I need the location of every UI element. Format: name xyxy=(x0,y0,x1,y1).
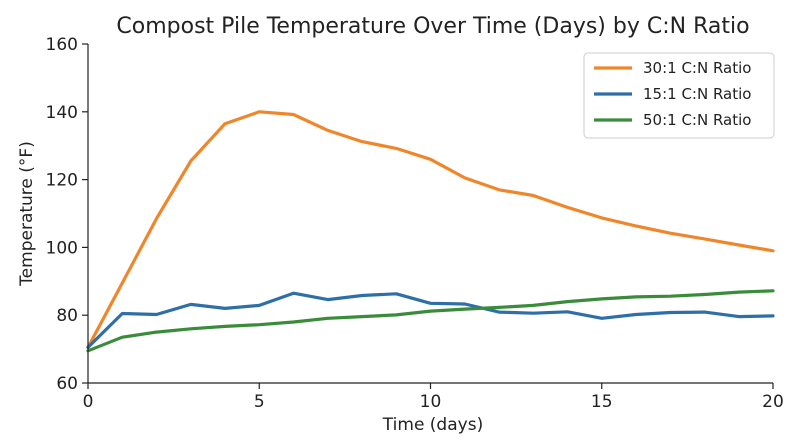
series-line-2 xyxy=(86,291,775,349)
series-line-3 xyxy=(86,289,775,353)
y-axis-ticks: 60 80 100 120 140 160 xyxy=(46,35,88,394)
x-axis-label: Time (days) xyxy=(382,415,483,435)
chart-title: Compost Pile Temperature Over Time (Days… xyxy=(116,14,749,39)
x-tick-label: 20 xyxy=(762,392,784,412)
plot-area: 0 5 10 15 20 60 80 100 120 140 160 xyxy=(46,35,784,412)
y-tick-label: 100 xyxy=(46,238,78,258)
x-tick-label: 10 xyxy=(420,392,442,412)
y-tick-label: 140 xyxy=(46,103,78,123)
legend-frame xyxy=(583,52,775,139)
x-axis-ticks: 0 5 10 15 20 xyxy=(83,383,784,412)
legend: 30:1 C:N Ratio 15:1 C:N Ratio 50:1 C:N Rat… xyxy=(583,52,775,139)
legend-label-3: 50:1 C:N Ratio xyxy=(643,111,751,129)
legend-label-1: 30:1 C:N Ratio xyxy=(643,59,751,77)
x-tick-label: 0 xyxy=(83,392,94,412)
y-tick-label: 80 xyxy=(56,306,78,326)
series-line-1 xyxy=(86,110,775,349)
x-tick-label: 15 xyxy=(591,392,613,412)
y-tick-label: 60 xyxy=(56,374,78,394)
legend-label-2: 15:1 C:N Ratio xyxy=(643,85,751,103)
y-axis-label: Temperature (°F) xyxy=(17,141,37,287)
x-tick-label: 5 xyxy=(254,392,265,412)
y-tick-label: 160 xyxy=(46,35,78,55)
y-tick-label: 120 xyxy=(46,171,78,191)
